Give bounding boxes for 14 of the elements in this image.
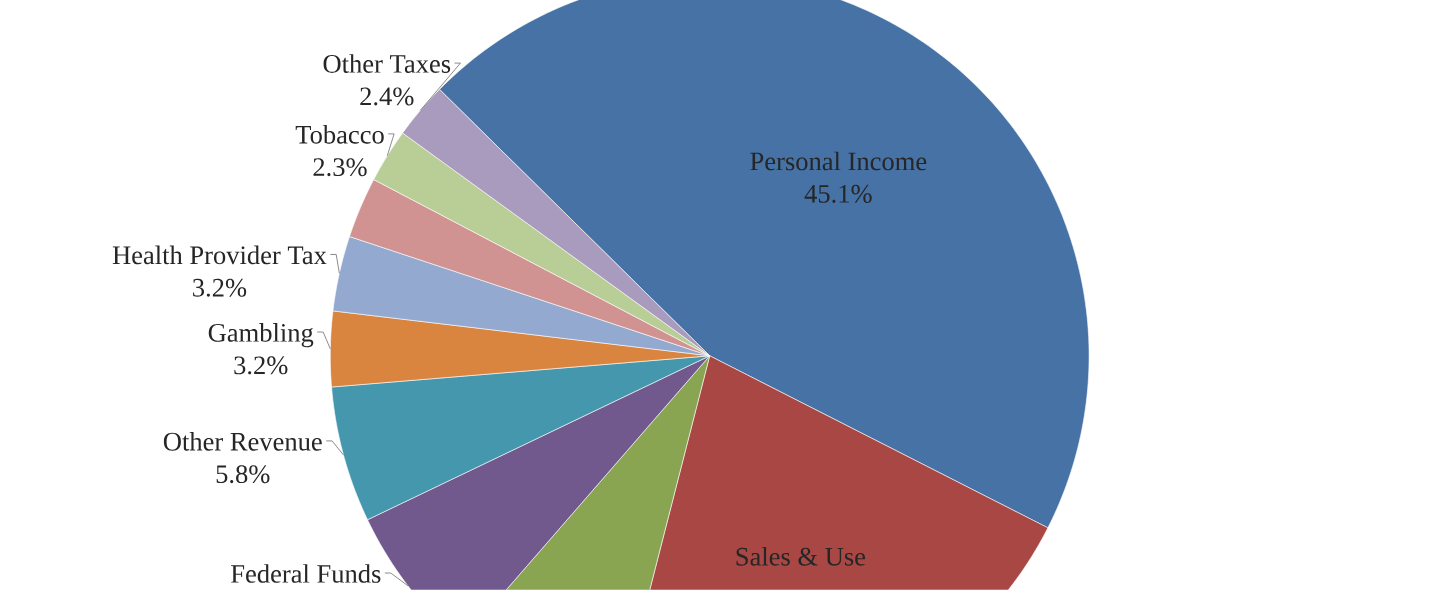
slice-label: Health Provider Tax	[112, 245, 327, 265]
slice-label: Other Revenue	[163, 432, 322, 451]
slice-label: Sales & Use	[736, 547, 866, 566]
data-label: 3.2%	[234, 356, 288, 375]
slice-label: Tobacco	[295, 125, 384, 144]
data-label: 3.2%	[193, 278, 247, 297]
data-label: 45.1%	[804, 185, 872, 204]
slice-label: Gambling	[208, 323, 314, 348]
data-label: 5.8%	[216, 465, 270, 484]
data-label: 2.4%	[360, 87, 414, 106]
slice-label: Federal Funds	[231, 564, 381, 583]
slice-label: Other Taxes	[323, 54, 451, 73]
data-label: 2.3%	[313, 158, 367, 177]
slice-label: Personal Income	[750, 151, 927, 171]
